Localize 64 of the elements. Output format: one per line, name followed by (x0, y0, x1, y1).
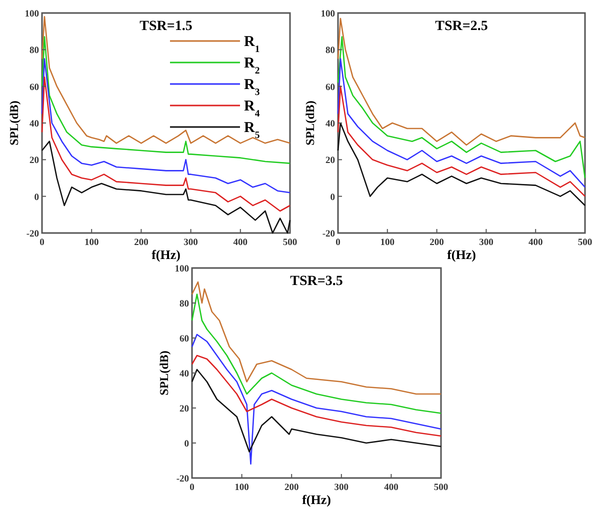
y-tick-label: 0 (184, 440, 190, 450)
chart-title: TSR=1.5 (140, 19, 192, 34)
y-tick-label: 20 (30, 156, 40, 166)
x-tick-label: 100 (380, 238, 395, 248)
y-axis-title: SPL(dB) (7, 100, 21, 146)
line-series (337, 36, 586, 179)
y-tick-label: 80 (30, 46, 40, 56)
legend-label: R$_{3}$ (244, 77, 260, 98)
y-tick-label: 80 (326, 46, 336, 56)
y-tick-label: 80 (180, 300, 190, 310)
y-tick-label: 20 (326, 156, 336, 166)
x-tick-label: 300 (334, 483, 349, 493)
line-series (41, 76, 291, 212)
y-tick-label: -20 (26, 230, 40, 240)
line-series (337, 86, 586, 197)
x-tick-label: 300 (479, 238, 494, 248)
y-tick-label: 60 (180, 334, 190, 344)
chart-title: TSR=3.5 (290, 274, 343, 289)
line-series (337, 18, 586, 146)
y-tick-label: -20 (322, 230, 336, 240)
y-tick-label: 60 (326, 82, 336, 93)
x-tick-label: 500 (282, 238, 298, 248)
x-tick-label: 400 (233, 238, 248, 248)
legend-label: R$_{4}$ (244, 98, 260, 119)
x-tick-label: 100 (234, 483, 250, 493)
x-tick-label: 400 (528, 238, 543, 248)
y-tick-label: 60 (30, 82, 40, 93)
legend-label: R$_{2}$ (244, 56, 260, 76)
y-tick-label: -20 (176, 474, 190, 484)
x-tick-label: 500 (434, 483, 448, 493)
legend-label: R$_{5}$ (244, 120, 260, 140)
line-series (191, 368, 442, 452)
line-series (191, 294, 442, 414)
y-axis-title: SPL(dB) (157, 350, 171, 396)
x-axis-title: f(Hz) (447, 247, 476, 262)
y-tick-label: 100 (24, 10, 40, 20)
y-tick-label: 100 (174, 264, 190, 274)
x-tick-label: 500 (578, 238, 592, 248)
line-series (191, 334, 442, 465)
line-series (337, 122, 586, 206)
y-tick-label: 0 (330, 192, 336, 203)
chart-title: TSR=2.5 (435, 19, 488, 34)
legend-label: R$_{1}$ (244, 34, 260, 54)
x-axis-title: f(Hz) (302, 492, 331, 507)
y-tick-label: 40 (326, 120, 336, 130)
x-tick-label: 200 (284, 483, 299, 493)
y-axis-title: SPL(dB) (303, 100, 317, 146)
x-tick-label: 200 (430, 238, 444, 248)
line-series (191, 354, 442, 437)
line-series (41, 140, 291, 234)
y-tick-label: 40 (30, 120, 40, 130)
y-tick-label: 20 (180, 404, 190, 414)
y-tick-label: 40 (180, 370, 190, 380)
line-series (41, 58, 291, 194)
x-tick-label: 100 (84, 238, 99, 248)
x-tick-label: 300 (184, 238, 198, 248)
y-tick-label: 100 (320, 10, 336, 20)
x-tick-label: 400 (384, 483, 399, 493)
y-tick-label: 0 (34, 192, 40, 203)
x-axis-title: f(Hz) (152, 247, 180, 262)
line-series (337, 58, 586, 188)
x-tick-label: 200 (134, 238, 149, 248)
line-series (41, 16, 291, 144)
line-series (41, 36, 291, 164)
